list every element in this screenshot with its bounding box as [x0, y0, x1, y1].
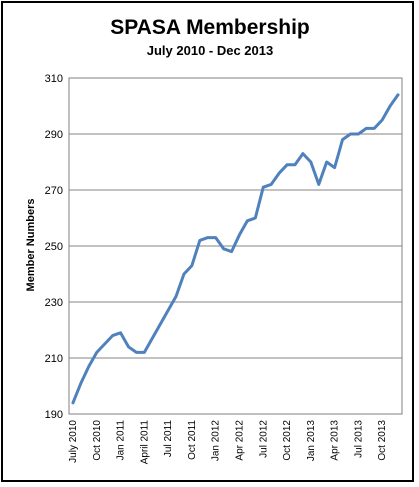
chart-subtitle: July 2010 - Dec 2013 — [147, 43, 273, 58]
x-tick-label: Oct 2011 — [187, 420, 198, 460]
x-tick-label: July 2010 — [68, 420, 79, 463]
y-tick-label: 250 — [45, 241, 63, 253]
x-tick-label: Oct 2012 — [282, 420, 293, 461]
x-tick-label: April 2011 — [139, 420, 150, 465]
y-tick-label: 310 — [45, 73, 63, 85]
x-tick-label: Oct 2013 — [377, 420, 388, 461]
chart-title: SPASA Membership — [110, 16, 310, 39]
y-axis-label: Member Numbers — [25, 199, 37, 292]
y-tick-label: 190 — [45, 409, 63, 421]
x-tick-label: Jul 2012 — [258, 420, 269, 458]
y-tick-label: 270 — [45, 185, 63, 197]
series-line — [71, 93, 400, 405]
y-tick-label: 230 — [45, 297, 63, 309]
x-tick-label: Jan 2011 — [116, 420, 127, 461]
x-tick-label: Oct 2010 — [92, 420, 103, 461]
x-tick-label: Jul 2013 — [353, 420, 364, 458]
plot-area — [68, 77, 403, 415]
x-tick-label: Jul 2011 — [163, 420, 174, 458]
y-tick-label: 290 — [45, 129, 63, 141]
y-tick-labels: 310 290 270 250 230 210 190 — [45, 73, 63, 421]
chart-frame — [1, 1, 414, 482]
series-line-layer — [71, 93, 400, 405]
x-tick-label: Jan 2012 — [211, 420, 222, 462]
x-tick-label: Jan 2013 — [306, 420, 317, 462]
x-tick-labels: July 2010 Oct 2010 Jan 2011 April 2011 Jul 2… — [68, 420, 388, 465]
x-tick-label: Apr 2013 — [330, 420, 341, 461]
y-tick-label: 210 — [45, 353, 63, 365]
x-tick-label: Apr 2012 — [234, 420, 245, 461]
